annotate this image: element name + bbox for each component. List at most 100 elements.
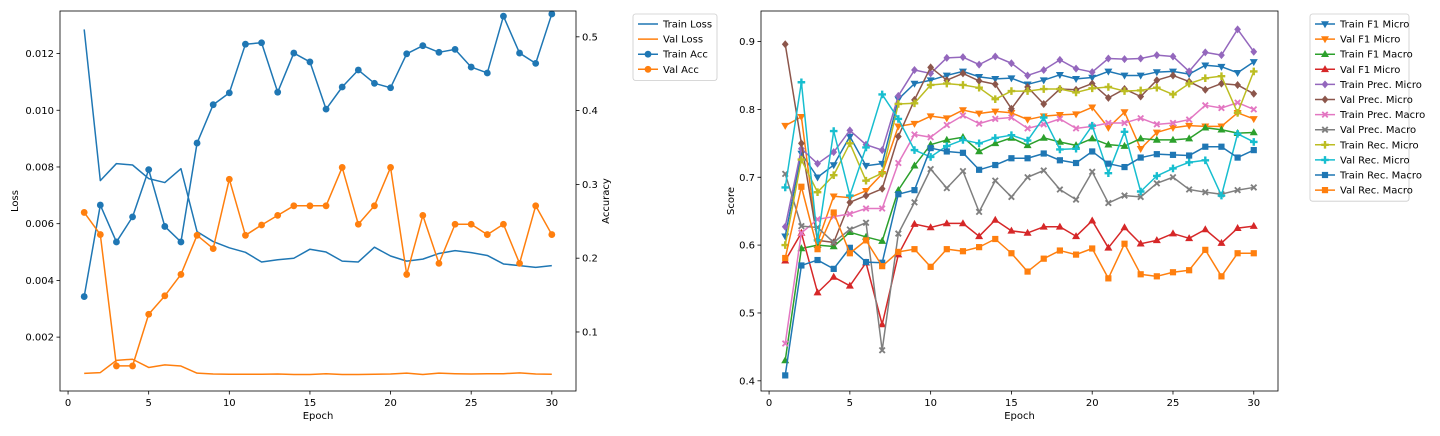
- series-val-prec-macro-7-point: [1153, 179, 1161, 187]
- series-train-f1-macro-2-point: [1185, 134, 1194, 142]
- legend-entry-train-f1-macro-2: Train F1 Macro: [1315, 50, 1413, 61]
- series-val-rec-micro-9-point: [813, 236, 822, 245]
- series-train-rec-micro-8-point: [1169, 90, 1177, 99]
- series-val-rec-micro-9-point: [991, 134, 1000, 142]
- series-val-acc-3-point: [274, 211, 282, 219]
- series-train-acc-2-point: [322, 105, 330, 113]
- series-train-prec-macro-6-point: [1121, 119, 1128, 127]
- series-val-prec-macro-7-point: [1137, 193, 1145, 201]
- series-train-f1-macro-2-point: [975, 147, 984, 155]
- y2-tick-label: 0.1: [582, 327, 598, 338]
- legend-entry-train-prec-macro-6: Train Prec. Macro: [1315, 110, 1425, 121]
- series-val-rec-macro-11-point: [911, 246, 918, 253]
- series-val-f1-micro-1-point: [797, 114, 806, 122]
- series-val-acc-3-point: [193, 231, 201, 239]
- series-val-f1-micro-3-point: [975, 232, 984, 240]
- series-train-rec-micro-8-point: [975, 83, 983, 92]
- series-val-f1-micro-1-point: [1023, 116, 1032, 124]
- series-train-f1-micro-0-point: [1217, 63, 1226, 71]
- series-val-rec-micro-9-point: [1056, 145, 1064, 154]
- series-val-acc-3-point: [483, 231, 491, 238]
- series-val-rec-micro-9-point: [1169, 164, 1177, 173]
- series-train-prec-micro-4-point: [1234, 25, 1242, 34]
- series-val-rec-macro-11-point: [927, 263, 934, 270]
- series-val-acc-3: [80, 164, 556, 370]
- series-train-loss-0-line: [83, 29, 552, 269]
- series-train-rec-micro-8-point: [1120, 87, 1129, 95]
- series-val-prec-macro-7-point: [830, 238, 838, 246]
- series-val-prec-micro-5-point: [1250, 89, 1258, 98]
- series-train-f1-macro-2-point: [1136, 134, 1145, 142]
- y2-axis-title: Accuracy: [601, 178, 612, 224]
- series-val-rec-micro-9-point: [1136, 187, 1145, 196]
- series-train-prec-micro-4-point: [1104, 54, 1112, 63]
- series-val-prec-macro-7-point: [1185, 186, 1193, 193]
- series-val-f1-micro-3-point: [878, 320, 887, 328]
- series-train-rec-macro-10-point: [846, 244, 853, 251]
- series-val-rec-macro-11-point: [879, 263, 886, 270]
- series-train-acc-2-point: [258, 39, 265, 47]
- series-train-rec-micro-8-point: [1201, 74, 1210, 82]
- series-train-rec-micro-8-point: [1007, 87, 1016, 95]
- x-tick-label: 25: [465, 398, 478, 409]
- y-axis-title: Score: [726, 187, 737, 215]
- series-train-rec-macro-10-point: [959, 149, 967, 156]
- series-val-rec-macro-11-point: [895, 248, 902, 255]
- legend-marker: [1321, 50, 1329, 57]
- series-val-rec-micro-9-point: [1201, 156, 1210, 165]
- series-train-prec-micro-4-point: [781, 222, 789, 231]
- series-val-f1-micro-3-point: [958, 219, 967, 227]
- series-train-acc-2-point: [96, 201, 104, 209]
- series-val-prec-macro-7-point: [975, 208, 983, 216]
- legend-label: Train Prec. Micro: [1339, 80, 1422, 91]
- y-tick-label: 0.4: [739, 376, 755, 387]
- series-train-rec-macro-10-point: [927, 144, 934, 152]
- series-val-f1-micro-1-point: [1249, 116, 1258, 124]
- series-val-rec-macro-11-point: [1008, 250, 1015, 257]
- series-train-rec-macro-10-point: [798, 262, 805, 269]
- series-train-rec-micro-8-point: [926, 81, 935, 89]
- legend-entry-val-rec-micro-9: Val Rec. Micro: [1315, 155, 1410, 166]
- series-train-rec-micro-8-point: [1023, 87, 1032, 95]
- series-val-f1-micro-3-point: [1007, 226, 1016, 234]
- series-train-prec-micro-4-point: [830, 148, 838, 157]
- y-tick-label: 0.012: [25, 49, 54, 60]
- series-train-prec-macro-6-point: [991, 115, 999, 123]
- series-train-rec-macro-10-point: [1089, 148, 1096, 155]
- legend-label: Train Rec. Micro: [1339, 140, 1419, 151]
- series-val-prec-macro-7-point: [1250, 184, 1258, 191]
- series-train-rec-macro-10-point: [1169, 151, 1177, 158]
- series-val-rec-micro-9-point: [959, 136, 967, 144]
- series-val-rec-macro-11-point: [798, 183, 805, 190]
- series-train-acc-2-point: [419, 42, 427, 50]
- series-val-prec-micro-5-point: [1201, 85, 1209, 94]
- series-train-rec-micro-8-line: [784, 71, 1255, 246]
- x-tick-label: 15: [304, 398, 317, 409]
- series-train-prec-micro-4-point: [1056, 55, 1064, 64]
- series-train-prec-micro-4-point: [1185, 67, 1193, 76]
- series-val-prec-micro-5-point: [1024, 83, 1031, 91]
- series-val-prec-macro-7-point: [1104, 199, 1112, 207]
- y-tick-label: 0.8: [739, 105, 755, 116]
- series-val-prec-macro-7-point: [1169, 173, 1177, 181]
- series-val-prec-macro-7-point: [894, 230, 902, 237]
- series-train-prec-macro-6-point: [1104, 119, 1112, 127]
- series-val-prec-micro-5-point: [975, 76, 983, 85]
- series-val-f1-micro-1-point: [1136, 145, 1145, 153]
- series-val-rec-micro-9-point: [1217, 191, 1226, 200]
- series-val-prec-micro-5-point: [1234, 80, 1242, 89]
- series-train-acc-2: [80, 10, 556, 300]
- series-val-acc-3-point: [161, 292, 169, 300]
- series-val-f1-micro-1-point: [829, 193, 838, 201]
- legend-label: Train Prec. Macro: [1339, 110, 1425, 121]
- series-train-rec-macro-10-point: [1250, 147, 1257, 154]
- series-train-f1-macro-2-point: [1217, 125, 1226, 133]
- series-train-rec-micro-8-point: [1249, 67, 1258, 76]
- series-val-f1-micro-3-point: [813, 288, 822, 296]
- plot-series: [80, 10, 556, 376]
- series-val-acc-3-point: [113, 362, 120, 370]
- series-val-acc-3-point: [80, 209, 88, 216]
- series-val-rec-micro-9-point: [975, 139, 983, 148]
- series-train-acc-2-point: [242, 40, 249, 48]
- series-val-acc-3-point: [96, 231, 104, 238]
